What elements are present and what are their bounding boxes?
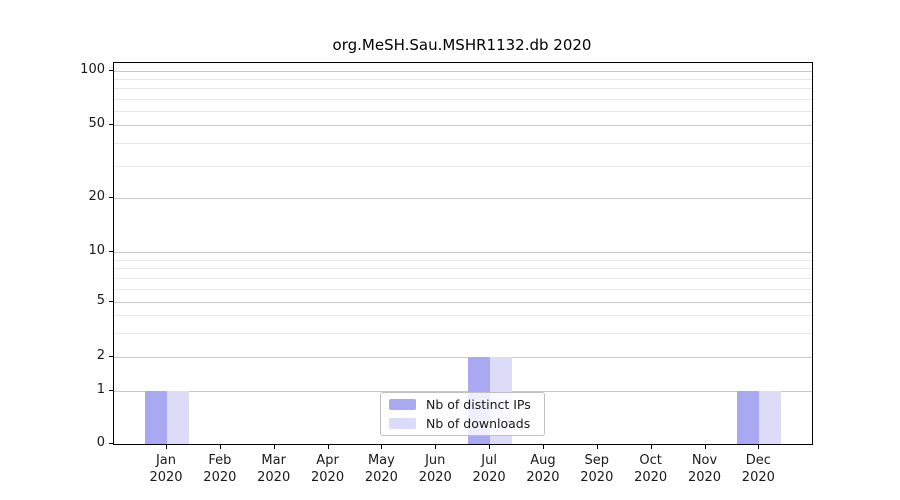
legend-swatch (389, 418, 416, 429)
x-tick-mark (166, 445, 167, 449)
major-gridline (114, 391, 812, 393)
y-tick-mark (109, 390, 113, 392)
y-tick-label: 50 (88, 116, 105, 132)
minor-gridline (114, 288, 812, 290)
y-tick-label: 1 (96, 382, 105, 398)
minor-gridline (114, 165, 812, 167)
minor-gridline (114, 110, 812, 112)
x-tick-mark (542, 445, 544, 449)
minor-gridline (114, 268, 812, 270)
legend-entry: Nb of downloads (389, 416, 544, 431)
plot-area (113, 62, 813, 445)
x-tick-label: Aug 2020 (526, 453, 560, 485)
y-tick-mark (109, 70, 113, 71)
bar-distinct-ips (737, 391, 760, 444)
x-tick-label: Sep 2020 (580, 453, 614, 485)
legend-label: Nb of distinct IPs (426, 397, 531, 412)
bar-distinct-ips (145, 391, 167, 444)
x-tick-mark (758, 445, 760, 449)
y-tick-mark (109, 196, 113, 198)
legend-swatch (389, 399, 416, 410)
y-tick-label: 5 (96, 292, 105, 308)
minor-gridline (114, 98, 812, 100)
minor-gridline (114, 277, 812, 279)
major-gridline (114, 125, 812, 127)
y-tick-mark (109, 300, 113, 302)
minor-gridline (114, 332, 812, 334)
y-tick-mark (109, 356, 113, 358)
x-tick-label: Jan 2020 (149, 453, 183, 485)
chart-title: org.MeSH.Sau.MSHR1132.db 2020 (332, 36, 592, 54)
x-tick-mark (381, 445, 383, 449)
x-tick-label: Feb 2020 (203, 453, 237, 485)
legend-entry: Nb of distinct IPs (389, 397, 544, 412)
y-tick-label: 10 (88, 242, 105, 258)
minor-gridline (114, 259, 812, 261)
x-tick-mark (596, 445, 598, 449)
major-gridline (114, 197, 812, 199)
x-tick-label: Nov 2020 (687, 453, 722, 485)
bar-downloads (167, 391, 189, 444)
x-tick-label: Dec 2020 (741, 453, 775, 485)
bar-downloads (759, 391, 782, 444)
x-tick-mark (650, 445, 652, 449)
major-gridline (114, 357, 812, 359)
y-tick-label: 20 (88, 188, 105, 204)
x-tick-mark (327, 445, 329, 449)
legend: Nb of distinct IPs Nb of downloads (380, 392, 545, 436)
y-tick-label: 2 (96, 348, 105, 364)
x-tick-label: Oct 2020 (634, 453, 668, 485)
y-tick-label: 0 (96, 435, 105, 450)
minor-gridline (114, 79, 812, 81)
major-gridline (114, 251, 812, 253)
minor-gridline (114, 315, 812, 317)
x-tick-label: Jun 2020 (418, 453, 452, 485)
x-tick-label: Apr 2020 (311, 453, 345, 485)
x-tick-label: May 2020 (364, 453, 398, 485)
x-tick-mark (273, 445, 275, 449)
y-tick-mark (109, 443, 113, 444)
minor-gridline (114, 88, 812, 90)
y-tick-label: 100 (80, 62, 105, 77)
x-tick-label: Jul 2020 (472, 453, 506, 485)
major-gridline (114, 71, 812, 72)
x-tick-mark (219, 445, 221, 449)
x-tick-mark (489, 445, 491, 449)
minor-gridline (114, 142, 812, 144)
x-tick-label: Mar 2020 (257, 453, 291, 485)
y-tick-mark (109, 124, 113, 126)
x-tick-mark (704, 445, 706, 449)
legend-label: Nb of downloads (426, 416, 531, 431)
y-tick-mark (109, 250, 113, 252)
major-gridline (114, 301, 812, 303)
x-tick-mark (435, 445, 437, 449)
